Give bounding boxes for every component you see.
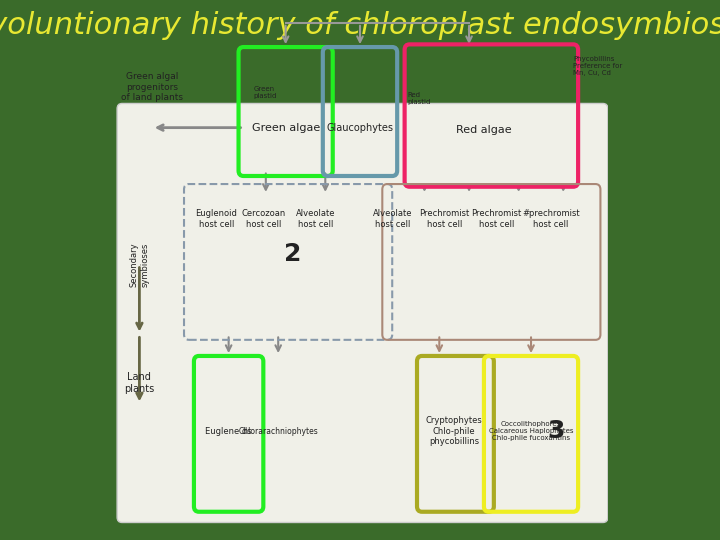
Text: Prechromist
host cell: Prechromist host cell [419, 210, 469, 228]
Text: Green algae: Green algae [251, 123, 320, 133]
Text: Cryptophytes
Chlo-phile
phycobillins: Cryptophytes Chlo-phile phycobillins [426, 416, 482, 446]
Text: 2: 2 [284, 242, 302, 266]
Text: Green algal
progenitors
of land plants: Green algal progenitors of land plants [121, 72, 183, 102]
Text: Secondary
symbioses: Secondary symbioses [130, 242, 149, 287]
Text: Chlorarachniophytes: Chlorarachniophytes [238, 427, 318, 436]
Text: Glaucophytes: Glaucophytes [326, 123, 394, 133]
Text: Evoluntionary history of chloroplast endosymbiosis: Evoluntionary history of chloroplast end… [0, 11, 720, 40]
Text: Euglene ds: Euglene ds [205, 427, 252, 436]
Text: Prechromist
host cell: Prechromist host cell [471, 210, 521, 228]
Text: Red
plastid: Red plastid [407, 92, 431, 105]
Text: Green
plastid: Green plastid [253, 86, 276, 99]
Text: Coccolithophores
Calcareous Haplophytes
Chlo-phile fucoxantins: Coccolithophores Calcareous Haplophytes … [489, 421, 573, 441]
Text: Red algae: Red algae [456, 125, 512, 136]
Text: Euglenoid
host cell: Euglenoid host cell [195, 210, 237, 228]
Text: Alveolate
host cell: Alveolate host cell [372, 210, 412, 228]
Text: Phycobillins
Preference for
Mn, Cu, Cd: Phycobillins Preference for Mn, Cu, Cd [573, 56, 622, 76]
Text: Cercozoan
host cell: Cercozoan host cell [241, 210, 285, 228]
Text: #prechromist
host cell: #prechromist host cell [522, 210, 580, 228]
Text: Land
plants: Land plants [125, 372, 155, 394]
FancyBboxPatch shape [117, 104, 608, 523]
Text: 3: 3 [547, 419, 564, 443]
Text: Alveolate
host cell: Alveolate host cell [296, 210, 335, 228]
